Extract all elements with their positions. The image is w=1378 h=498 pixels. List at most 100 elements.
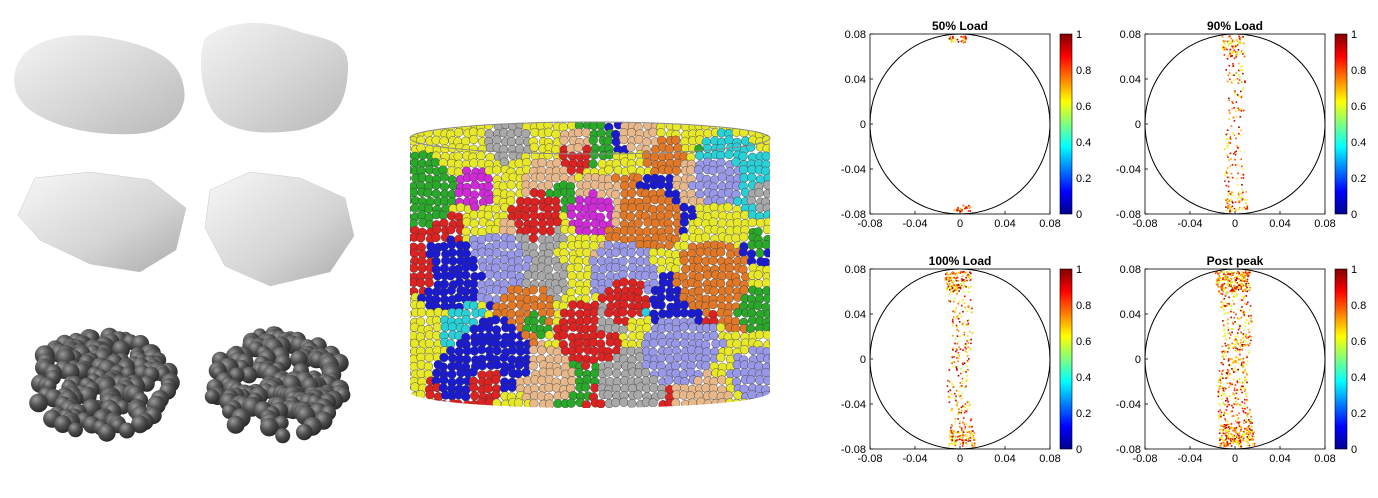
colorbar: [1059, 33, 1073, 215]
scatter-point: [961, 362, 964, 365]
scatter-point: [973, 432, 976, 434]
scatter-point: [952, 334, 954, 337]
scatter-point: [1234, 336, 1237, 338]
scatter-point: [1251, 444, 1254, 446]
scatter-point: [954, 421, 956, 423]
scatter-point: [956, 209, 958, 212]
grain: [603, 136, 613, 146]
scatter-point: [1228, 332, 1231, 334]
scatter-point: [1231, 176, 1234, 179]
grain: [514, 360, 524, 370]
scatter-point: [1229, 373, 1231, 375]
scatter-point: [956, 404, 958, 406]
scatter-point: [1229, 53, 1232, 56]
grain: [439, 400, 449, 408]
scatter-point: [949, 443, 951, 445]
grain: [756, 218, 766, 228]
scatter-point: [1244, 368, 1247, 371]
grain: [468, 382, 479, 393]
scatter-point: [1214, 272, 1217, 275]
scatter-point: [950, 436, 952, 439]
scatter-point: [961, 380, 964, 382]
grain: [416, 233, 426, 243]
scatter-point: [1237, 436, 1239, 439]
scatter-point: [953, 356, 955, 358]
scatter-point: [958, 422, 961, 425]
scatter-point: [1231, 383, 1234, 386]
scatter-point: [1242, 69, 1244, 71]
scatter-point: [966, 275, 969, 278]
scatter-point: [1246, 280, 1248, 283]
scatter-point: [1245, 274, 1248, 276]
scatter-point: [1235, 209, 1237, 212]
colorbar-tick-label: 0.6: [1076, 336, 1091, 348]
scatter-point: [960, 35, 962, 38]
grain: [680, 232, 690, 243]
scatter-point: [1235, 435, 1237, 438]
scatter-point: [1223, 46, 1225, 49]
scatter-point: [1233, 338, 1236, 341]
grain: [431, 180, 442, 190]
scatter-point: [1229, 138, 1232, 140]
scatter-point: [962, 370, 965, 372]
scatter-point: [957, 341, 959, 344]
scatter-point: [1224, 419, 1227, 422]
grain: [739, 345, 750, 355]
scatter-point: [1245, 279, 1247, 282]
grain: [506, 240, 517, 251]
grain: [468, 293, 479, 303]
scatter-point: [1230, 328, 1233, 330]
grain: [611, 398, 621, 408]
scatter-point: [951, 439, 953, 442]
scatter-point: [963, 41, 965, 44]
scatter-point: [1220, 444, 1222, 447]
scatter-point: [951, 271, 954, 274]
colorbar-tick-label: 0: [1351, 209, 1357, 221]
scatter-point: [953, 439, 956, 441]
y-tick-label: -0.08: [1116, 444, 1141, 456]
grain: [708, 390, 718, 400]
scatter-point: [955, 307, 957, 309]
scatter-point: [1233, 394, 1236, 397]
grain: [725, 398, 735, 408]
grain: [529, 142, 539, 152]
x-tick-label: 0: [1232, 453, 1238, 465]
scatter-point: [952, 37, 954, 39]
grain: [484, 165, 494, 176]
grain: [418, 122, 428, 131]
scatter-point: [1232, 406, 1234, 409]
scatter-point: [1228, 118, 1230, 120]
scatter-point: [1226, 133, 1228, 135]
clump-sphere: [204, 389, 220, 404]
scatter-point: [965, 385, 967, 388]
scatter-point: [959, 386, 961, 388]
scatter-point: [1228, 284, 1231, 286]
grain: [611, 247, 621, 257]
scatter-point: [1238, 287, 1240, 289]
grain: [455, 202, 466, 212]
scatter-point: [950, 426, 952, 429]
scatter-point: [1238, 284, 1241, 287]
scatter-point: [1233, 91, 1236, 93]
grain: [521, 187, 531, 197]
scatter-point: [1222, 48, 1224, 50]
scatter-point: [1232, 435, 1234, 437]
grain: [529, 210, 539, 220]
grain: [664, 165, 674, 175]
grain: [770, 235, 779, 244]
scatter-point: [1233, 389, 1236, 392]
scatter-point: [1233, 289, 1235, 292]
scatter-point: [1227, 36, 1230, 38]
colorbar-tick-label: 0.2: [1076, 408, 1091, 420]
grain: [410, 352, 411, 362]
scatter-point: [1229, 142, 1231, 144]
grain: [763, 189, 770, 199]
grain: [506, 293, 517, 303]
grain: [588, 203, 598, 213]
scatter-point: [1230, 364, 1232, 366]
scatter-point: [969, 276, 972, 278]
grain: [507, 300, 517, 311]
scatter-point: [1219, 445, 1222, 447]
grain: [521, 367, 531, 378]
grain: [552, 189, 562, 199]
